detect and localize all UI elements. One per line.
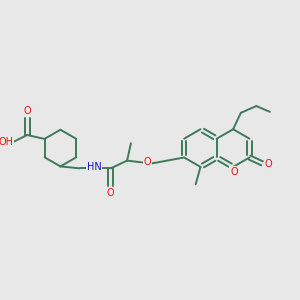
Text: HN: HN (87, 162, 102, 172)
Text: O: O (107, 188, 115, 197)
Text: OH: OH (0, 137, 14, 147)
Text: O: O (265, 159, 273, 169)
Text: O: O (23, 106, 31, 116)
Text: O: O (143, 157, 151, 166)
Text: O: O (230, 167, 238, 177)
